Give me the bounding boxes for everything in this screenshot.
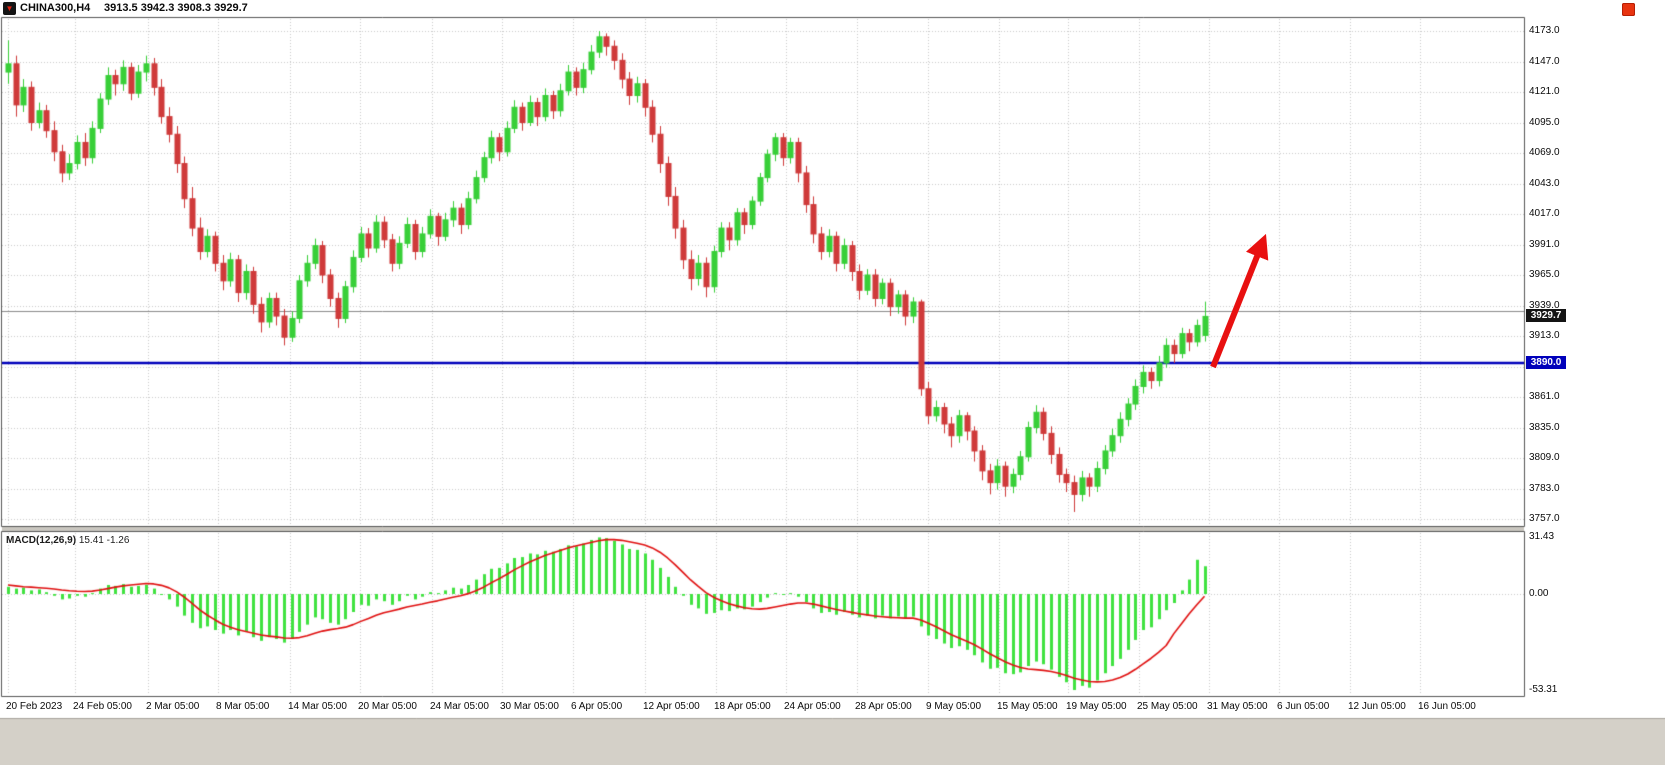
macd-name: MACD(12,26,9) — [6, 535, 77, 546]
hline-price-badge: 3890.0 — [1526, 355, 1566, 369]
macd-main-value: 15.41 — [78, 535, 104, 546]
symbol-period-label: CHINA300,H4 — [20, 2, 91, 14]
chart-title-bar: ▼ CHINA300,H4 3913.5 3942.3 3908.3 3929.… — [0, 0, 1665, 18]
macd-signal-value: -1.26 — [106, 535, 130, 546]
red-square-icon[interactable] — [1622, 3, 1635, 16]
current-price-badge: 3929.7 — [1526, 309, 1566, 323]
macd-scale-zero: 0.00 — [1529, 588, 1549, 599]
macd-scale-max: 31.43 — [1529, 531, 1555, 543]
ohlc-values-label: 3913.5 3942.3 3908.3 3929.7 — [104, 2, 248, 14]
symbol-dropdown-button[interactable]: ▼ — [3, 2, 16, 15]
macd-indicator-label: MACD(12,26,9) 15.41 -1.26 — [6, 535, 129, 546]
dropdown-triangle-icon: ▼ — [5, 3, 14, 13]
macd-scale-min: -53.31 — [1529, 684, 1558, 695]
